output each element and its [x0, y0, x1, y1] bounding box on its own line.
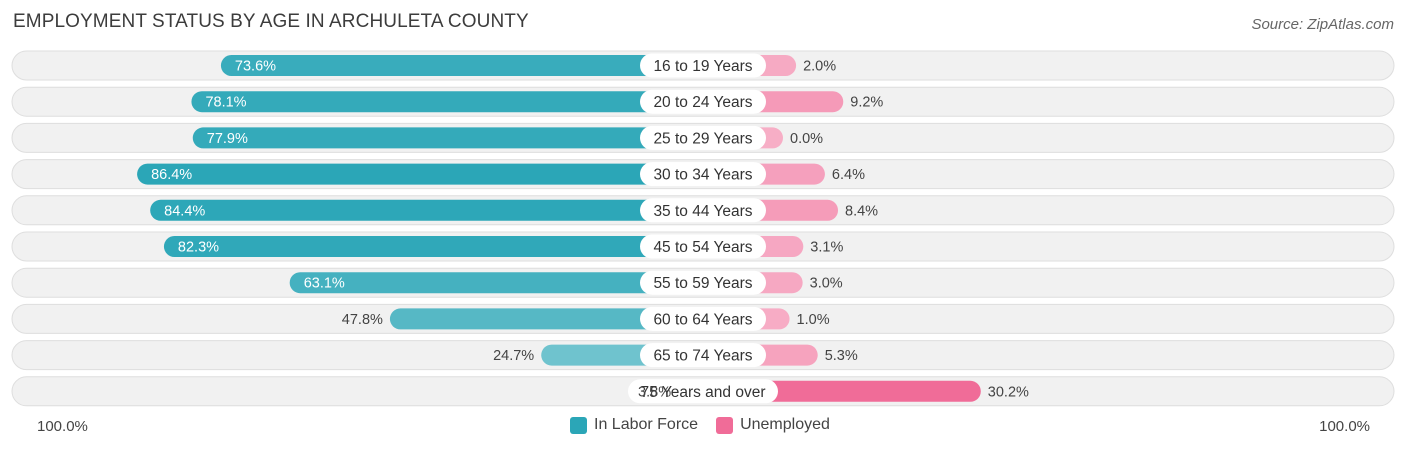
legend-item-labor-force[interactable]: In Labor Force [570, 416, 698, 434]
category-label: 30 to 34 Years [653, 167, 752, 184]
value-label-labor-force: 3.8% [638, 384, 671, 400]
category-label: 65 to 74 Years [653, 348, 752, 365]
value-label-unemployed: 2.0% [803, 59, 836, 75]
axis-label-left: 100.0% [37, 418, 88, 435]
bar-labor-force [289, 272, 703, 294]
bar-labor-force [150, 199, 703, 221]
value-label-labor-force: 84.4% [164, 203, 205, 219]
value-label-labor-force: 47.8% [342, 312, 383, 328]
category-label: 60 to 64 Years [653, 311, 752, 328]
category-pill [640, 162, 766, 187]
category-label: 55 to 59 Years [653, 275, 752, 292]
category-pill [640, 270, 766, 295]
category-pill [640, 306, 766, 331]
value-label-labor-force: 73.6% [235, 59, 276, 75]
bar-labor-force [389, 308, 703, 330]
legend: In Labor Force Unemployed [570, 416, 848, 434]
bar-labor-force [192, 127, 703, 149]
legend-item-unemployed[interactable]: Unemployed [716, 416, 830, 434]
legend-label-labor-force: In Labor Force [594, 416, 699, 433]
category-pill [640, 198, 766, 223]
value-label-unemployed: 30.2% [988, 384, 1029, 400]
value-label-labor-force: 82.3% [178, 240, 219, 256]
bar-labor-force [137, 163, 703, 185]
category-pill [640, 53, 766, 78]
value-label-labor-force: 78.1% [205, 95, 246, 111]
source-note: Source: ZipAtlas.com [1251, 16, 1394, 33]
value-label-labor-force: 24.7% [493, 348, 534, 364]
category-label: 16 to 19 Years [653, 58, 752, 75]
chart-title: EMPLOYMENT STATUS BY AGE IN ARCHULETA CO… [13, 11, 529, 32]
axis-label-right: 100.0% [1319, 418, 1370, 435]
category-label: 20 to 24 Years [653, 94, 752, 111]
legend-label-unemployed: Unemployed [740, 416, 830, 433]
value-label-unemployed: 1.0% [797, 312, 830, 328]
bar-labor-force [163, 236, 703, 257]
category-pill [640, 125, 766, 150]
value-label-unemployed: 9.2% [850, 95, 883, 111]
bar-labor-force [191, 91, 703, 113]
value-label-unemployed: 5.3% [825, 348, 858, 364]
value-label-unemployed: 0.0% [790, 131, 823, 147]
category-label: 75 Years and over [641, 384, 766, 401]
category-label: 25 to 29 Years [653, 130, 752, 147]
category-pill [640, 343, 766, 368]
legend-swatch-unemployed [716, 416, 734, 434]
value-label-labor-force: 77.9% [207, 131, 248, 147]
category-pill [640, 234, 766, 259]
category-pill [628, 379, 778, 404]
value-label-unemployed: 6.4% [832, 167, 865, 183]
category-pill [640, 89, 766, 114]
value-label-labor-force: 63.1% [304, 276, 345, 292]
value-label-labor-force: 86.4% [151, 167, 192, 183]
bar-labor-force [220, 55, 704, 76]
category-label: 35 to 44 Years [653, 203, 752, 220]
value-label-unemployed: 3.0% [810, 276, 843, 292]
value-label-unemployed: 3.1% [810, 240, 843, 256]
legend-swatch-labor-force [570, 416, 587, 434]
category-label: 45 to 54 Years [653, 239, 752, 256]
value-label-unemployed: 8.4% [845, 203, 878, 219]
